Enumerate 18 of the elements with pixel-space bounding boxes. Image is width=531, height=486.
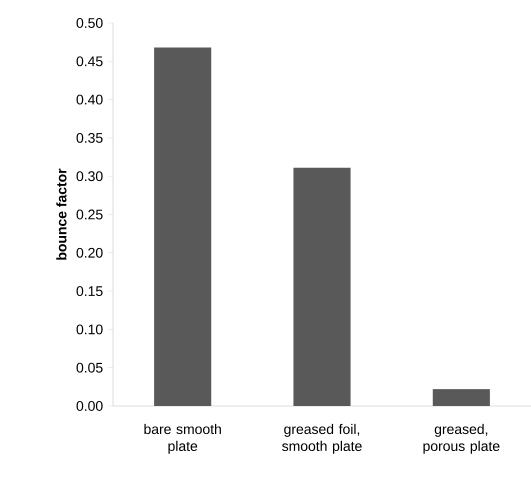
x-tick-label: greased, porous plate (423, 424, 500, 454)
y-tick-label: 0.10 (76, 324, 103, 334)
y-tick-label: 0.35 (76, 132, 103, 143)
y-tick-label: 0.25 (76, 210, 103, 220)
bar (432, 389, 490, 406)
y-axis-title: bounce factor (56, 168, 67, 260)
y-tick-label: 0.00 (76, 401, 103, 411)
y-tick-label: 0.30 (76, 171, 103, 182)
bar (293, 168, 351, 406)
y-tick-label: 0.20 (76, 248, 103, 258)
y-tick-label: 0.05 (76, 362, 103, 373)
y-tick-label: 0.45 (76, 56, 103, 66)
y-tick-label: 0.50 (76, 18, 103, 28)
x-tick-label: greased foil, smooth plate (282, 424, 362, 454)
x-tick-label: bare smooth plate (144, 424, 221, 454)
bar (154, 48, 212, 406)
y-tick-label: 0.40 (76, 94, 103, 105)
y-tick-label: 0.15 (76, 286, 103, 296)
